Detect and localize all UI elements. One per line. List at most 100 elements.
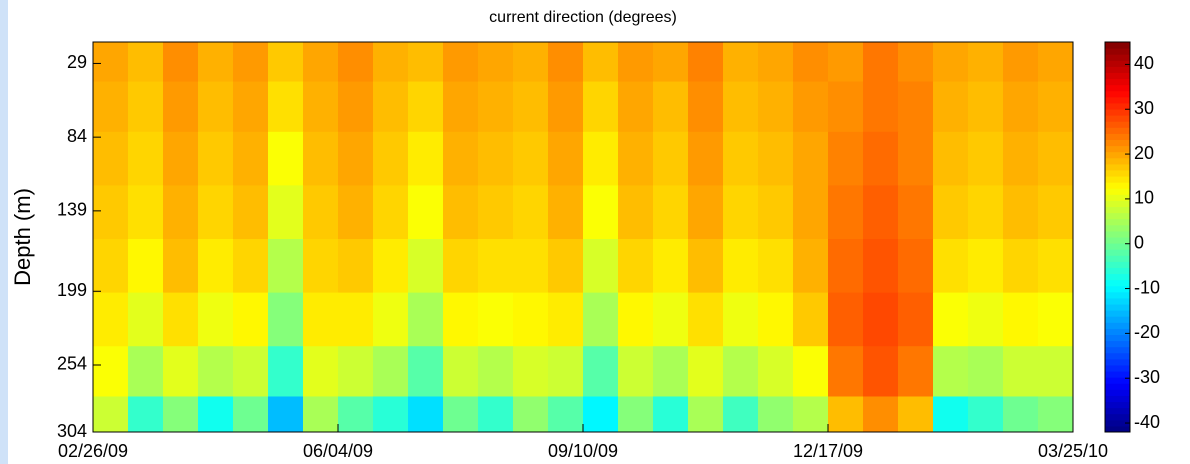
heatmap-cell [548,185,584,240]
colorbar-step [1105,328,1130,335]
heatmap-cell [793,81,829,133]
heatmap-cell [723,81,759,133]
heatmap-cell [688,239,724,294]
heatmap-cell [408,396,444,433]
heatmap-cell [163,396,199,433]
colorbar-step [1105,121,1130,128]
heatmap-cell [758,131,794,186]
heatmap-cell [303,396,339,433]
colorbar-tick-label: 40 [1134,53,1154,73]
colorbar-step [1105,145,1130,153]
heatmap-cell [268,81,304,133]
heatmap-cell [233,396,269,433]
heatmap-cell [688,81,724,133]
heatmap-cell [688,42,724,83]
heatmap-cell [723,292,759,347]
heatmap-cell [828,292,864,347]
colorbar-step [1105,346,1130,354]
heatmap-cell [968,185,1004,240]
colorbar-step [1105,243,1130,250]
colorbar-tick-label: 30 [1134,98,1154,118]
heatmap-cell [653,346,689,397]
heatmap-cell [863,42,899,83]
colorbar-step [1105,60,1130,67]
heatmap-cell [933,346,969,397]
heatmap-cell [233,81,269,133]
heatmap-cell [443,239,479,294]
colorbar-step [1105,316,1130,323]
heatmap-cell [128,185,164,240]
heatmap-cell [408,239,444,294]
heatmap-cell [198,396,234,433]
heatmap-cell [618,42,654,83]
heatmap-cell [758,81,794,133]
heatmap-cell [408,185,444,240]
heatmap-cell [758,346,794,397]
heatmap-cell [128,239,164,294]
heatmap-cell [863,239,899,294]
heatmap-cell [163,346,199,397]
heatmap-cell [1038,346,1074,397]
heatmap-cell [583,292,619,347]
heatmap-cell [513,185,549,240]
colorbar-tick-label: -40 [1134,412,1160,432]
heatmap-cell [513,42,549,83]
heatmap-cell [478,396,514,433]
colorbar-step [1105,267,1130,275]
y-tick-label: 29 [67,52,87,72]
heatmap-cell [443,42,479,83]
heatmap-cell [373,396,409,433]
heatmap-cell [583,346,619,397]
heatmap-cell [548,346,584,397]
colorbar-step [1105,78,1130,86]
heatmap-cell [828,81,864,133]
colorbar-step [1105,304,1130,311]
heatmap-cell [1003,131,1039,186]
heatmap-cell [268,131,304,186]
heatmap-cell [443,185,479,240]
heatmap-cell [758,42,794,83]
heatmap-cell [828,239,864,294]
heatmap-cell [793,346,829,397]
heatmap-cell [863,81,899,133]
heatmap-cell [303,185,339,240]
heatmap-cell [548,396,584,433]
colorbar-step [1105,206,1130,214]
heatmap-cell [968,292,1004,347]
colorbar-step [1105,48,1130,55]
heatmap-cell [688,292,724,347]
colorbar-step [1105,194,1130,201]
heatmap-cell [338,346,374,397]
heatmap-cell [898,185,934,240]
heatmap-cell [338,292,374,347]
heatmap-cell [653,239,689,294]
heatmap-cell [793,239,829,294]
heatmap-cell [93,396,129,433]
heatmap-cell [198,42,234,83]
heatmap-cell [338,42,374,83]
colorbar-frame [1104,41,1131,433]
colorbar-step [1105,66,1130,73]
heatmap-cell [828,396,864,433]
colorbar-tick-label: 10 [1134,188,1154,208]
heatmap-cell [1003,346,1039,397]
heatmap-cell [583,239,619,294]
heatmap-cell [128,81,164,133]
heatmap-cell [373,239,409,294]
colorbar-step [1105,407,1130,415]
x-tick-label: 12/17/09 [793,441,863,461]
colorbar-step [1105,352,1130,360]
heatmap-cell [513,131,549,186]
heatmap-cell [618,81,654,133]
heatmap-cell [968,239,1004,294]
heatmap-cell [968,131,1004,186]
heatmap-cell [828,346,864,397]
heatmap-cell [1038,239,1074,294]
heatmap-cell [828,185,864,240]
heatmap-cell [303,81,339,133]
colorbar-step [1105,377,1130,384]
heatmap-cell [548,42,584,83]
heatmap-cell [198,131,234,186]
heatmap-cell [268,292,304,347]
